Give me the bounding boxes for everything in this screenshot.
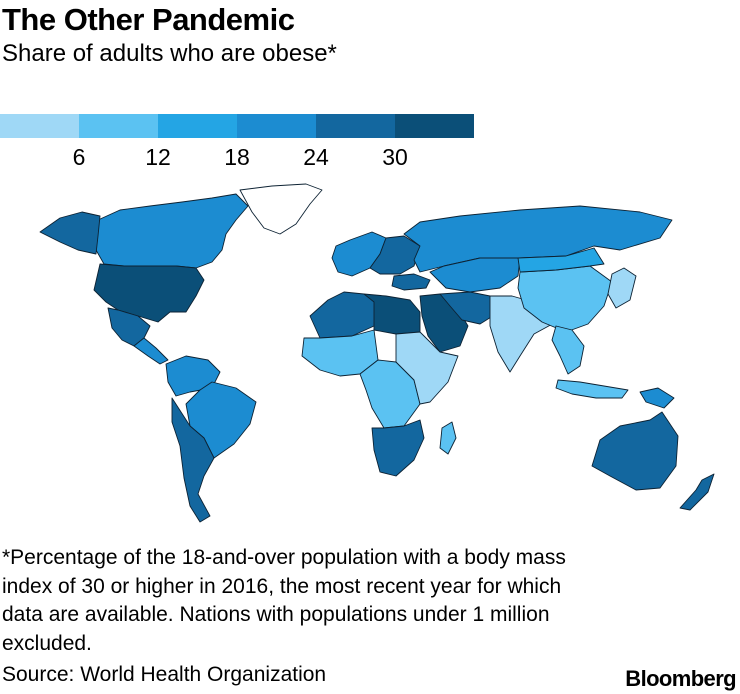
region-indonesia <box>555 379 629 399</box>
region-central-america <box>133 337 169 365</box>
region-new-zealand <box>679 473 715 511</box>
region-papua-new-guinea <box>639 387 675 409</box>
footnote: *Percentage of the 18-and-over populatio… <box>2 546 566 655</box>
region-greenland <box>239 183 323 235</box>
region-central-asia <box>429 257 521 293</box>
legend-tick: 6 <box>72 144 86 170</box>
legend-tick: 24 <box>303 144 329 170</box>
legend-swatch <box>158 114 237 138</box>
region-russia <box>403 205 673 273</box>
region-central-africa <box>359 359 421 429</box>
region-southeast-asia <box>551 325 585 375</box>
legend-swatch <box>237 114 316 138</box>
region-united-states <box>93 263 205 323</box>
region-alaska <box>39 211 101 255</box>
legend-tick: 18 <box>224 144 250 170</box>
region-southern-cone <box>171 397 215 523</box>
legend-tick: 12 <box>145 144 171 170</box>
region-east-africa <box>395 331 459 405</box>
world-map <box>39 183 715 523</box>
region-australia <box>591 411 679 491</box>
source-note: Source: World Health Organization <box>2 663 327 686</box>
region-turkey <box>391 273 431 291</box>
region-southern-africa <box>371 419 425 477</box>
legend-swatch <box>316 114 395 138</box>
legend-swatch <box>79 114 158 138</box>
region-eastern-europe <box>369 235 421 275</box>
region-madagascar <box>439 421 457 455</box>
chart-title: The Other Pandemic <box>2 2 295 37</box>
color-legend: 6 12 18 24 30 <box>0 114 740 174</box>
chart-subtitle: Share of adults who are obese* <box>2 40 337 67</box>
region-japan-korea <box>607 267 637 309</box>
legend-swatch <box>395 114 474 138</box>
legend-tick: 30 <box>382 144 408 170</box>
region-iran <box>439 291 497 325</box>
region-mongolia <box>517 247 605 273</box>
region-north-africa <box>309 291 377 339</box>
legend-swatch <box>0 114 79 138</box>
region-canada <box>95 193 249 269</box>
bloomberg-logo: Bloomberg <box>625 666 736 691</box>
